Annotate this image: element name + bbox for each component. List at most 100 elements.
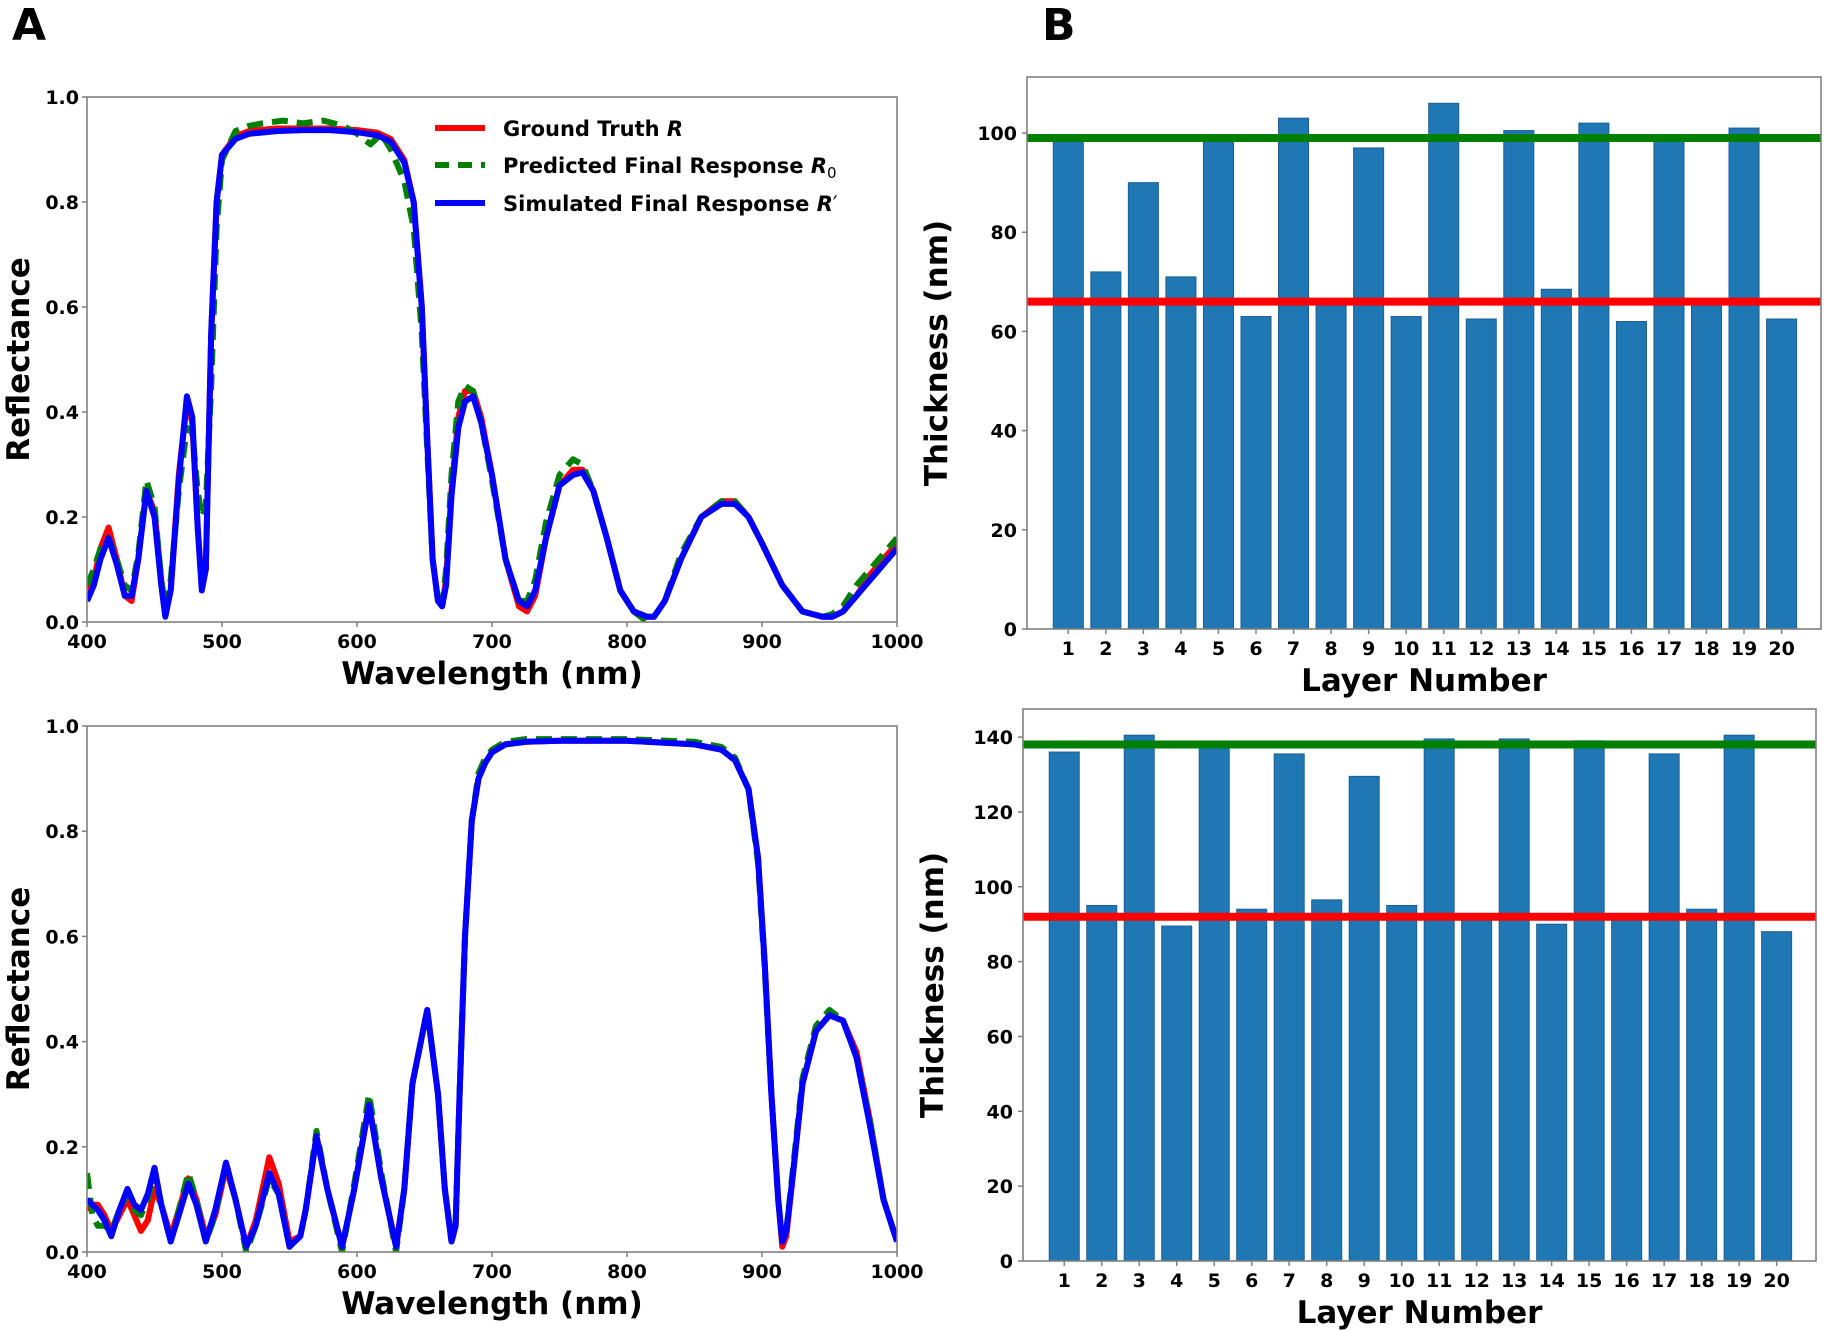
x-tick-label: 600 (337, 631, 377, 653)
y-tick-label: 1.0 (45, 716, 79, 738)
x-tick-label: 14 (1543, 638, 1569, 660)
legend-text: Ground Truth (503, 117, 667, 141)
plot-area (1027, 102, 1821, 629)
x-tick-label: 900 (742, 1261, 782, 1283)
x-tick-label: 700 (472, 631, 512, 653)
y-tick-label: 120 (973, 802, 1013, 824)
legend-text: Simulated Final Response (503, 192, 817, 216)
legend-label: Ground Truth R (503, 117, 683, 141)
x-tick-label: 800 (607, 631, 647, 653)
bar-layer-14 (1536, 923, 1568, 1261)
y-axis-label: Thickness (nm) (919, 220, 955, 486)
bar-layer-12 (1465, 318, 1497, 629)
y-axis-label: Reflectance (1, 887, 37, 1091)
bar-layer-12 (1461, 918, 1493, 1261)
x-tick-label: 16 (1613, 1270, 1639, 1292)
x-tick-label: 3 (1137, 638, 1150, 660)
legend-math: R (811, 154, 827, 178)
x-tick-label: 18 (1688, 1270, 1714, 1292)
thickness-chart-bottom: 1 2 3 4 5 6 7 8 9 10 11 12 13 14 15 16 17 18 19 20020406080… (915, 708, 1817, 1330)
x-tick-label: 700 (472, 1261, 512, 1283)
y-tick-label: 0.2 (45, 1137, 79, 1159)
bar-layer-16 (1611, 918, 1643, 1261)
bar-layer-8 (1311, 899, 1343, 1261)
bar-layer-6 (1240, 316, 1272, 629)
x-tick-label: 5 (1212, 638, 1225, 660)
x-tick-label: 400 (67, 1261, 107, 1283)
x-tick-label: 9 (1358, 1270, 1371, 1292)
x-tick-label: 500 (202, 631, 242, 653)
x-tick-label: 800 (607, 1261, 647, 1283)
legend-prime: ′ (833, 192, 838, 216)
x-tick-label: 1000 (871, 1261, 924, 1283)
legend-item: Predicted Final Response R0 (435, 154, 837, 182)
y-tick-label: 80 (991, 222, 1017, 244)
y-tick-label: 1.0 (45, 87, 79, 109)
panel-label-a: A (12, 0, 46, 51)
bar-layer-19 (1723, 734, 1755, 1261)
series-line-simulated (87, 737, 897, 1250)
x-tick-label: 10 (1393, 638, 1419, 660)
bar-layer-13 (1498, 738, 1530, 1261)
bar-layer-3 (1127, 182, 1159, 629)
x-tick-label: 500 (202, 1261, 242, 1283)
bar-layer-18 (1686, 908, 1718, 1261)
y-tick-label: 0 (1000, 1251, 1013, 1273)
y-tick-label: 140 (973, 727, 1013, 749)
bar-layer-17 (1648, 753, 1680, 1261)
y-tick-label: 40 (987, 1101, 1013, 1123)
x-tick-label: 600 (337, 1261, 377, 1283)
bar-layer-5 (1202, 137, 1234, 629)
y-tick-label: 40 (991, 421, 1017, 443)
y-axis-label: Reflectance (1, 257, 37, 461)
plot-area (1023, 734, 1816, 1261)
legend-subscript: 0 (827, 164, 837, 182)
x-tick-label: 13 (1501, 1270, 1527, 1292)
axes-frame (86, 725, 898, 1253)
x-tick-label: 1000 (871, 631, 924, 653)
bar-layer-19 (1728, 127, 1760, 629)
x-tick-label: 12 (1463, 1270, 1489, 1292)
legend-label: Predicted Final Response R0 (503, 154, 837, 182)
x-tick-label: 1 (1058, 1270, 1071, 1292)
x-tick-label: 11 (1430, 638, 1456, 660)
axes-frame (1022, 708, 1817, 1262)
x-tick-label: 14 (1538, 1270, 1564, 1292)
x-axis-label: Layer Number (1301, 663, 1548, 699)
legend-item: Ground Truth R (435, 117, 683, 141)
x-tick-label: 20 (1768, 638, 1794, 660)
x-tick-label: 6 (1245, 1270, 1258, 1292)
bar-layer-9 (1353, 147, 1385, 629)
x-tick-label: 11 (1426, 1270, 1452, 1292)
x-tick-label: 4 (1174, 638, 1187, 660)
y-tick-label: 0.0 (45, 1242, 79, 1264)
y-tick-label: 60 (991, 321, 1017, 343)
x-tick-label: 20 (1763, 1270, 1789, 1292)
x-tick-label: 16 (1618, 638, 1644, 660)
bar-layer-1 (1052, 137, 1084, 629)
x-tick-label: 17 (1651, 1270, 1677, 1292)
bar-layer-6 (1236, 908, 1268, 1261)
x-tick-label: 2 (1095, 1270, 1108, 1292)
x-axis-label: Wavelength (nm) (341, 656, 643, 692)
bar-layer-20 (1761, 931, 1793, 1261)
reflectance-chart-bottom: 400 500 600 700 800 900 1000 0.0 0.2 0.4 0.6 0.8 1.0… (1, 716, 923, 1322)
x-tick-label: 15 (1581, 638, 1607, 660)
y-tick-label: 20 (987, 1176, 1013, 1198)
x-tick-label: 400 (67, 631, 107, 653)
axes-frame (1026, 76, 1822, 630)
bar-layer-13 (1503, 130, 1535, 629)
bar-layer-17 (1653, 137, 1685, 629)
bar-layer-16 (1615, 321, 1647, 629)
bar-layer-4 (1161, 925, 1193, 1261)
axes-frame (86, 96, 898, 623)
legend-math: R (817, 192, 833, 216)
bar-layer-11 (1423, 738, 1455, 1261)
bar-layer-7 (1278, 117, 1310, 629)
y-tick-label: 20 (991, 520, 1017, 542)
bar-layer-4 (1165, 276, 1197, 629)
x-tick-label: 15 (1576, 1270, 1602, 1292)
bar-layer-18 (1690, 301, 1723, 629)
x-tick-label: 12 (1468, 638, 1494, 660)
